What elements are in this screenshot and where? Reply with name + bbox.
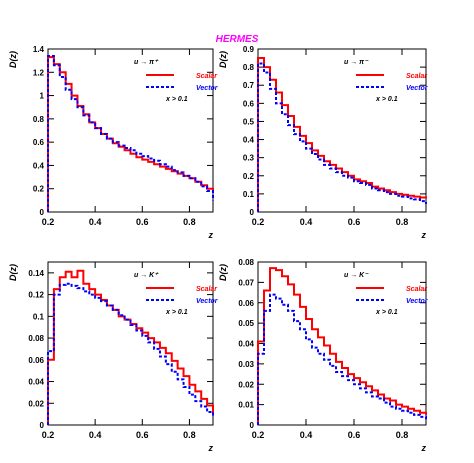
plot-frame [257, 48, 427, 213]
process-label: u → K⁻ [344, 272, 369, 279]
y-tick-label: 0.3 [243, 154, 255, 163]
y-tick-label: 0.04 [28, 378, 44, 387]
x-axis-label: z [208, 443, 214, 453]
cut-label: x > 0.1 [165, 96, 188, 103]
x-tick-label: 0.8 [396, 217, 409, 227]
series-line-scalar [257, 267, 427, 425]
legend-label-scalar: Scalar [196, 73, 218, 80]
y-tick-label: 0.4 [33, 161, 45, 170]
legend-label-scalar: Scalar [196, 286, 218, 293]
y-tick-label: 0.01 [238, 401, 254, 410]
y-tick-label: 0.03 [238, 360, 254, 369]
series-line-scalar [47, 56, 214, 212]
legend-label-vector: Vector [406, 85, 429, 92]
chart-panel-2: 0 0.1 0.2 0.3 0.4 0.5 0.6 0.7 0.8 0.9 0.2 0.4 0.6 0.8… [218, 45, 429, 240]
x-tick-label: 0.8 [183, 217, 196, 227]
legend-label-vector: Vector [196, 298, 219, 305]
figure-title: HERMES [216, 34, 259, 45]
y-tick-label: 0 [250, 421, 255, 430]
y-tick-label: 1 [40, 92, 45, 101]
y-tick-label: 0.02 [28, 399, 44, 408]
y-tick-label: 0.2 [243, 172, 255, 181]
series-line-vector [257, 293, 427, 425]
legend-label-scalar: Scalar [406, 73, 428, 80]
y-tick-label: 0 [40, 208, 45, 217]
y-tick-label: 0 [250, 208, 255, 217]
y-tick-label: 0.2 [33, 185, 45, 194]
y-tick-label: 0.08 [238, 258, 254, 267]
legend-label-vector: Vector [406, 298, 429, 305]
legend-label-scalar: Scalar [406, 286, 428, 293]
y-tick-label: 0.6 [33, 138, 45, 147]
y-tick-label: 0.8 [243, 63, 255, 72]
series-line-scalar [257, 57, 427, 212]
y-tick-label: 0.07 [238, 278, 254, 287]
y-tick-label: 0.12 [28, 291, 44, 300]
process-label: u → π⁺ [134, 59, 159, 66]
y-axis-label: D(z) [8, 51, 18, 68]
x-tick-label: 0.4 [89, 217, 102, 227]
y-tick-label: 0.4 [243, 136, 255, 145]
x-tick-label: 0.2 [42, 430, 55, 440]
y-tick-label: 0.8 [33, 115, 45, 124]
y-tick-label: 0.02 [238, 380, 254, 389]
chart-panel-1: 00.20.40.60.811.21.40.2 0.4 0.6 0.8D(z)zu →… [8, 45, 219, 240]
x-tick-label: 0.4 [89, 430, 102, 440]
x-tick-label: 0.4 [300, 430, 313, 440]
x-tick-label: 0.6 [136, 430, 149, 440]
plot-frame [47, 261, 214, 426]
x-axis-label: z [208, 230, 214, 240]
x-tick-label: 0.8 [396, 430, 409, 440]
x-tick-label: 0.6 [136, 217, 149, 227]
cut-label: x > 0.1 [375, 309, 398, 316]
chart-panel-3: 0 0.02 0.04 0.06 0.08 0.1 0.12 0.14 0.2 0.4 0.6 0.8… [8, 261, 219, 453]
y-tick-label: 0.9 [243, 45, 255, 54]
y-tick-label: 0.06 [238, 299, 254, 308]
y-tick-label: 0 [40, 421, 45, 430]
y-tick-label: 0.06 [28, 356, 44, 365]
series-line-scalar [47, 269, 214, 425]
x-tick-label: 0.2 [252, 430, 265, 440]
series-line-vector [257, 62, 427, 212]
plot-frame [47, 48, 214, 213]
x-tick-label: 0.6 [348, 217, 361, 227]
series-line-vector [47, 282, 214, 425]
y-tick-label: 1.4 [33, 45, 45, 54]
y-axis-label: D(z) [8, 264, 18, 281]
cut-label: x > 0.1 [165, 309, 188, 316]
y-tick-label: 1.2 [33, 68, 45, 77]
x-tick-label: 0.2 [42, 217, 55, 227]
y-axis-label: D(z) [218, 264, 228, 281]
y-axis-label: D(z) [218, 51, 228, 68]
process-label: u → K⁺ [134, 272, 159, 279]
chart-panel-4: 0 0.01 0.02 0.03 0.04 0.05 0.06 0.07 0.08 0.2 0.4 0… [218, 258, 429, 453]
y-tick-label: 0.14 [28, 269, 44, 278]
y-tick-label: 0.1 [243, 190, 255, 199]
x-axis-label: z [421, 443, 427, 453]
plot-frame [257, 261, 427, 426]
y-tick-label: 0.6 [243, 99, 255, 108]
x-axis-label: z [421, 230, 427, 240]
x-tick-label: 0.4 [300, 217, 313, 227]
x-tick-label: 0.8 [183, 430, 196, 440]
y-tick-label: 0.7 [243, 81, 255, 90]
legend-label-vector: Vector [196, 85, 219, 92]
x-tick-label: 0.2 [252, 217, 265, 227]
series-line-vector [47, 54, 214, 212]
process-label: u → π⁻ [344, 59, 369, 66]
cut-label: x > 0.1 [375, 96, 398, 103]
x-tick-label: 0.6 [348, 430, 361, 440]
y-tick-label: 0.04 [238, 340, 254, 349]
y-tick-label: 0.08 [28, 334, 44, 343]
y-tick-label: 0.5 [243, 117, 255, 126]
y-tick-label: 0.1 [33, 312, 45, 321]
y-tick-label: 0.05 [238, 319, 254, 328]
